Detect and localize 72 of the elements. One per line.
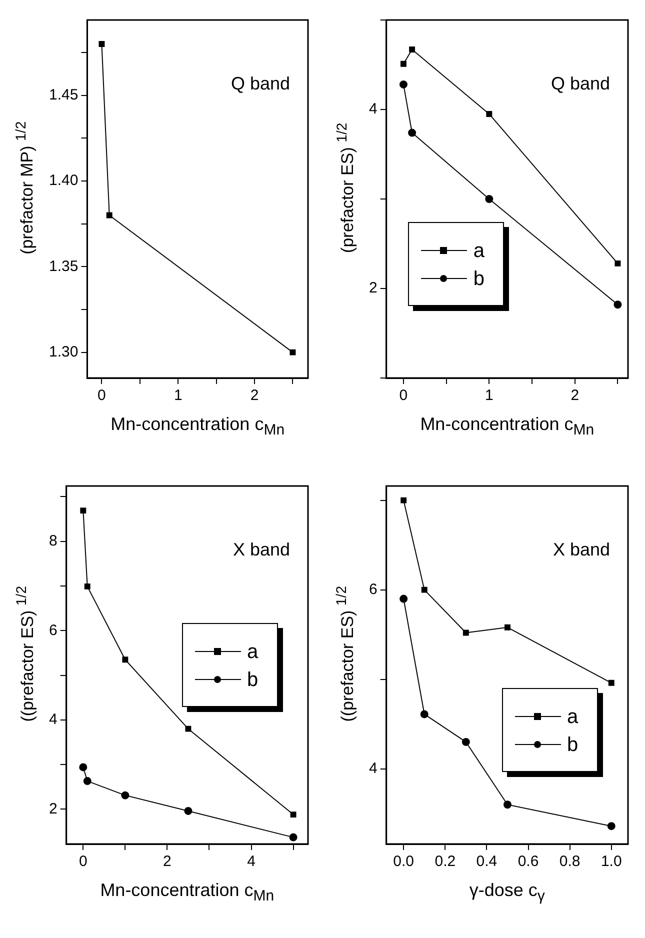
y-tick-label: 1.40 xyxy=(48,172,78,190)
x-tick-label: 0.4 xyxy=(476,853,498,870)
y-tick-label: 4 xyxy=(369,100,378,118)
point xyxy=(400,60,406,67)
point xyxy=(400,497,407,504)
point xyxy=(504,624,510,630)
point xyxy=(503,800,512,809)
y-tick-label: 2 xyxy=(49,800,58,818)
y-tick-label: 1.45 xyxy=(48,86,78,104)
point xyxy=(184,806,192,815)
annotation: Q band xyxy=(550,73,610,94)
point xyxy=(607,822,616,830)
point xyxy=(290,349,296,356)
x-tick-label: 1.0 xyxy=(600,853,622,870)
y-tick-label: 8 xyxy=(49,532,58,550)
point xyxy=(79,763,88,772)
point xyxy=(84,583,90,590)
point xyxy=(83,777,92,786)
x-tick-label: 0.8 xyxy=(559,853,580,870)
x-tick-label: 2 xyxy=(163,853,172,870)
legend-label: b xyxy=(473,268,484,291)
legend-label: b xyxy=(247,668,258,692)
y-tick-label: 1.35 xyxy=(48,258,78,275)
point xyxy=(462,630,469,636)
point xyxy=(608,680,614,686)
y-tick-label: 1.30 xyxy=(48,343,78,360)
y-tick-label: 4 xyxy=(49,711,58,728)
legend-label: a xyxy=(247,640,258,664)
point xyxy=(122,656,128,663)
x-tick-label: 1 xyxy=(174,387,182,404)
legend-label: a xyxy=(567,706,578,729)
annotation: X band xyxy=(232,539,290,560)
annotation: X band xyxy=(552,539,610,560)
x-tick-label: 0.2 xyxy=(434,853,456,870)
point xyxy=(486,111,492,117)
x-axis-title: Mn-concentration c$_{Mn}$ xyxy=(110,414,286,439)
point xyxy=(614,300,622,309)
point xyxy=(462,738,470,746)
point xyxy=(614,260,621,266)
point xyxy=(121,791,130,800)
x-tick-label: 0.6 xyxy=(518,853,539,870)
y-tick-label: 4 xyxy=(369,760,378,777)
point xyxy=(421,586,428,593)
x-axis-title: Mn-concentration c$_{Mn}$ xyxy=(419,414,596,439)
point xyxy=(408,128,416,137)
annotation: Q band xyxy=(230,73,290,94)
x-tick-label: 1 xyxy=(485,387,494,404)
x-tick-label: 2 xyxy=(250,387,259,404)
x-tick-label: 0.0 xyxy=(393,853,414,870)
point xyxy=(399,80,408,88)
point xyxy=(409,46,416,53)
x-tick-label: 0 xyxy=(98,387,106,404)
point xyxy=(485,195,494,203)
point xyxy=(289,833,298,842)
point xyxy=(80,508,86,514)
x-tick-label: 4 xyxy=(247,853,256,870)
y-tick-label: 2 xyxy=(369,280,378,297)
legend-label: a xyxy=(473,240,484,263)
y-tick-label: 6 xyxy=(49,622,58,639)
point xyxy=(290,812,296,818)
point xyxy=(185,726,192,732)
y-tick-label: 6 xyxy=(369,580,378,598)
point xyxy=(98,41,105,47)
point xyxy=(106,212,112,218)
x-tick-label: 0 xyxy=(399,387,408,404)
legend-label: b xyxy=(567,734,578,757)
point xyxy=(420,710,428,718)
point xyxy=(400,594,408,603)
x-tick-label: 2 xyxy=(570,387,580,404)
x-axis-title: γ-dose c$_{γ}$ xyxy=(468,880,546,905)
x-axis-title: Mn-concentration c$_{Mn}$ xyxy=(99,880,276,905)
x-tick-label: 0 xyxy=(78,853,88,870)
